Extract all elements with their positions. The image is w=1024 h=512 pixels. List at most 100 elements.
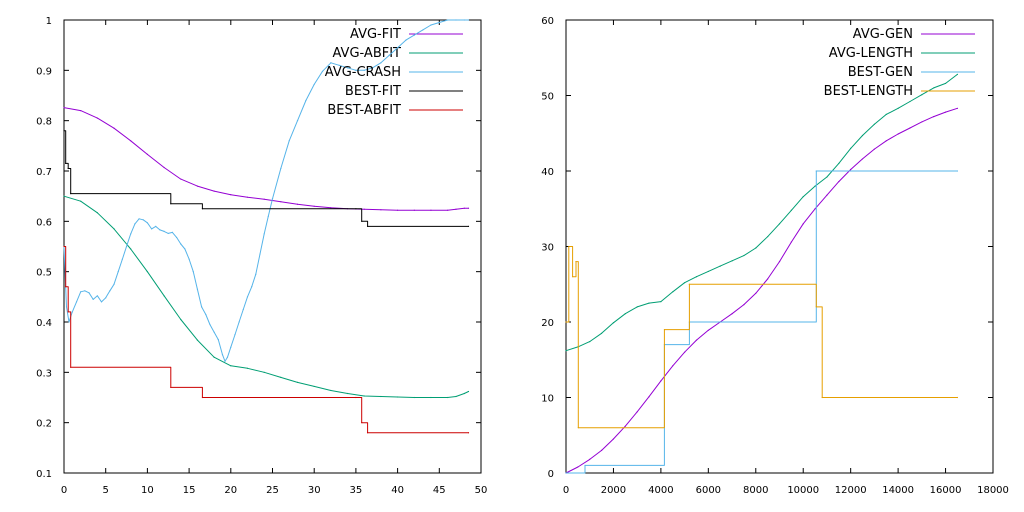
left-series-best-abfit-point [70, 366, 72, 368]
left-series-avg-crash-point [113, 283, 115, 285]
left-series-avg-abfit-point [263, 371, 265, 373]
left-series-avg-crash-point [305, 99, 307, 102]
right-series-best-length-point [572, 276, 574, 278]
right-series-avg-length-point [850, 147, 852, 149]
left-series-avg-abfit-point [296, 381, 299, 383]
left-series-avg-crash-point [171, 231, 174, 234]
left-legend-label-avg-crash: AVG-CRASH [325, 65, 401, 80]
left-series-avg-crash-point [75, 301, 78, 303]
left-series-avg-crash-point [355, 69, 357, 71]
left-series-avg-crash-point [397, 47, 399, 49]
left-series-avg-crash-point [192, 271, 194, 273]
left-series-avg-crash-point [338, 64, 340, 66]
right-series-avg-length-point [814, 185, 816, 187]
left-series-avg-crash-point [380, 62, 382, 64]
right-series-avg-gen-point [826, 194, 828, 196]
left-x-tick-label: 0 [61, 485, 67, 496]
left-series-avg-crash-point [201, 306, 203, 308]
left-series-avg-crash-point [188, 258, 190, 260]
right-series-avg-length-point [944, 82, 947, 85]
left-series-avg-crash-point [271, 198, 274, 200]
left-series-avg-crash-point [363, 69, 365, 71]
left-series-best-fit-point [201, 208, 204, 210]
left-x-tick-label: 45 [433, 485, 446, 496]
right-series-avg-gen-line [565, 107, 958, 474]
right-series-avg-length-point [909, 100, 911, 103]
left-series-avg-crash-point [263, 233, 265, 235]
right-series-avg-gen-point [684, 351, 686, 353]
right-series-best-length-point [815, 306, 817, 308]
left-series-avg-fit-point [230, 194, 232, 196]
right-x-tick-label: 0 [563, 485, 569, 496]
right-series-avg-length-point [695, 276, 698, 278]
right-series-avg-length-line [565, 74, 958, 352]
left-series-avg-abfit-point [447, 396, 449, 399]
right-series-avg-length-point [589, 341, 591, 343]
right-series-avg-gen-point [861, 158, 864, 160]
left-series-avg-fit-point [430, 209, 432, 211]
left-x-tick-label: 20 [224, 485, 237, 496]
left-series-avg-abfit-point [213, 356, 215, 358]
right-series-best-length-point [821, 396, 823, 399]
left-series-avg-crash-point [313, 83, 315, 86]
left-series-avg-crash-point [92, 298, 94, 300]
left-series-avg-fit-point [163, 166, 165, 169]
left-series-avg-crash-point [68, 321, 70, 323]
left-series-avg-crash-point [234, 333, 236, 336]
left-series-avg-fit-point [180, 178, 182, 180]
left-legend-label-best-fit: BEST-FIT [345, 84, 401, 99]
left-series-best-fit-point [366, 225, 369, 227]
left-series-avg-crash-point [463, 19, 465, 21]
right-series-avg-gen-point [660, 380, 662, 382]
right-series-avg-gen-point [731, 313, 733, 315]
left-series-best-abfit-point [467, 432, 470, 434]
left-series-avg-crash-point [288, 140, 290, 142]
left-series-avg-fit-point [330, 207, 332, 209]
right-series-avg-length-point [743, 254, 745, 257]
right-y-tick-label: 50 [541, 92, 554, 103]
left-series-best-abfit-point [201, 396, 204, 399]
left-series-avg-crash-point [280, 167, 282, 170]
left-series-avg-crash-point [163, 230, 165, 232]
left-series-avg-abfit-point [455, 395, 457, 398]
left-series-avg-crash-point [105, 297, 107, 299]
right-series-avg-gen-point [933, 116, 935, 118]
left-series-avg-crash-point [413, 34, 415, 36]
right-series-avg-gen-point [636, 411, 638, 413]
right-series-avg-length-point [600, 332, 603, 334]
left-x-tick-label: 35 [350, 485, 363, 496]
left-x-tick-label: 5 [103, 485, 109, 496]
left-series-avg-crash-point [238, 321, 240, 323]
left-y-tick-label: 0.5 [36, 268, 52, 279]
left-series-avg-crash-point [117, 271, 119, 273]
left-chart: 0 5 10 15 20 25 30 35 40 45 50 0.1 0.2 0.3 0.4 0.5 0.6 0.… [36, 16, 487, 496]
right-series-avg-length-point [767, 236, 769, 238]
left-series-avg-crash-point [142, 219, 144, 221]
left-series-avg-crash-point [84, 290, 86, 292]
right-series-best-gen-point [565, 472, 567, 474]
right-series-best-length-line [566, 246, 958, 429]
left-series-avg-fit-point [455, 208, 457, 210]
left-series-avg-fit-point [80, 110, 82, 112]
left-series-avg-abfit-point [80, 200, 82, 202]
left-series-avg-abfit-point [130, 248, 132, 250]
right-series-avg-length-point [778, 223, 781, 225]
left-series-avg-abfit-point [246, 367, 249, 369]
right-series-best-length-point [956, 396, 959, 399]
right-series-avg-length-point [873, 123, 875, 125]
left-series-avg-crash-point [259, 253, 261, 255]
right-series-avg-gen-point [944, 111, 947, 113]
right-series-best-gen-line [566, 170, 958, 474]
left-series-avg-fit-point [397, 209, 399, 211]
left-series-avg-fit-point [130, 140, 132, 142]
right-x-tick-label: 14000 [882, 485, 914, 496]
left-series-best-fit-point [67, 167, 69, 170]
left-series-avg-fit-point [280, 201, 282, 203]
left-series-avg-crash-point [96, 295, 98, 297]
right-series-avg-length-point [921, 94, 923, 96]
left-y-tick-label: 0.6 [36, 217, 52, 228]
left-series-avg-abfit-point [196, 339, 199, 341]
left-series-avg-crash-point [65, 306, 68, 308]
left-legend-label-avg-fit: AVG-FIT [350, 27, 401, 42]
